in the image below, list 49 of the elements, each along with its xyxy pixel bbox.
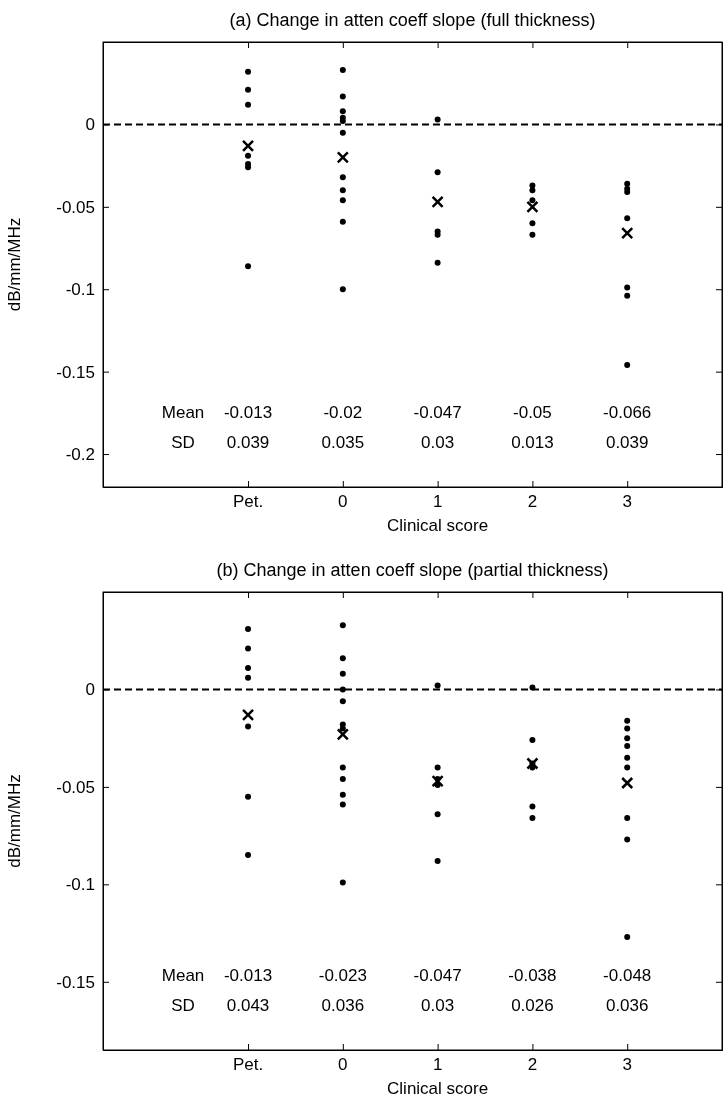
annotation: 0.026 xyxy=(511,995,554,1015)
annotation: -0.038 xyxy=(508,965,557,985)
annotation: 0.03 xyxy=(421,432,455,452)
annotation: -0.05 xyxy=(513,402,552,422)
chart-title: (a) Change in atten coeff slope (full thickness) xyxy=(229,10,596,30)
y-tick-label: -0.15 xyxy=(56,362,95,382)
x-tick-label: 2 xyxy=(527,1055,538,1074)
y-tick-label: 0 xyxy=(85,115,95,135)
y-tick-label: -0.1 xyxy=(65,280,95,300)
x-tick-label: Pet. xyxy=(232,1055,264,1074)
y-tick-label: -0.2 xyxy=(65,444,95,464)
annotation: -0.047 xyxy=(413,402,462,422)
annotation: 0.036 xyxy=(605,995,649,1015)
annotation: -0.023 xyxy=(318,965,367,985)
y-axis-title: dB/mm/MHz xyxy=(5,217,24,312)
y-tick-label: -0.05 xyxy=(56,777,95,797)
chart-title: (b) Change in atten coeff slope (partial thickness) xyxy=(216,560,609,580)
x-axis-title: Clinical score xyxy=(387,516,489,535)
y-tick-label: -0.15 xyxy=(56,972,95,992)
x-tick-label: Pet. xyxy=(232,492,264,511)
annotation: -0.048 xyxy=(603,965,652,985)
annotation: 0.043 xyxy=(226,995,270,1015)
y-tick-label: 0 xyxy=(85,680,95,700)
annotation: 0.036 xyxy=(321,995,365,1015)
x-tick-label: 2 xyxy=(527,492,538,511)
annotation: 0.039 xyxy=(226,432,270,452)
x-tick-label: 3 xyxy=(622,492,632,511)
x-tick-label: 1 xyxy=(432,1055,443,1074)
text: SD xyxy=(171,432,195,452)
annotation: 0.03 xyxy=(421,995,455,1015)
annotation: 0.039 xyxy=(605,432,649,452)
annotation: -0.066 xyxy=(603,402,652,422)
text: SD xyxy=(171,995,195,1015)
annotation: Mean xyxy=(161,965,205,985)
x-tick-label: 1 xyxy=(432,492,443,511)
annotation: Mean xyxy=(161,402,205,422)
x-tick-label: 0 xyxy=(338,1055,348,1074)
x-tick-label: 0 xyxy=(338,492,348,511)
y-tick-label: -0.05 xyxy=(56,197,95,217)
x-tick-label: 3 xyxy=(622,1055,632,1074)
annotation: -0.013 xyxy=(223,965,273,985)
y-axis-title: dB/mm/MHz xyxy=(5,774,24,868)
annotation: -0.013 xyxy=(223,402,273,422)
annotation: -0.047 xyxy=(413,965,462,985)
annotation: -0.02 xyxy=(323,402,363,422)
x-axis-title: Clinical score xyxy=(387,1079,489,1098)
y-tick-label: -0.1 xyxy=(65,875,95,895)
annotation: 0.035 xyxy=(321,432,365,452)
annotation: 0.013 xyxy=(511,432,554,452)
